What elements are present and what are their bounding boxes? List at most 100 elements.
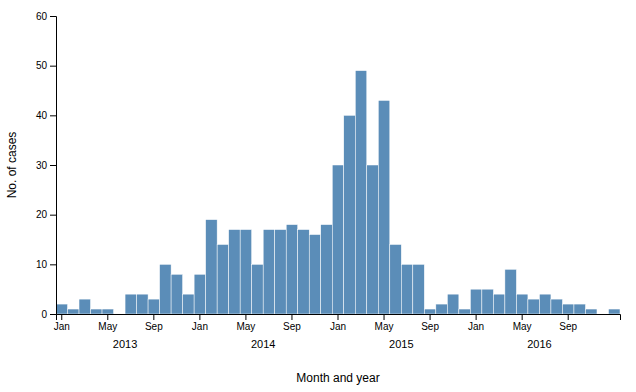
plot: JanMaySepJanMaySepJanMaySepJanMaySep0102…: [36, 11, 621, 350]
bar: [240, 230, 252, 314]
bar: [413, 264, 425, 314]
bars: [56, 71, 620, 314]
bar: [470, 289, 482, 314]
x-tick-mark: [61, 314, 62, 320]
x-tick-mark: [153, 314, 154, 320]
annotation: 2013: [113, 338, 137, 350]
bar: [424, 309, 436, 314]
bar: [332, 165, 344, 314]
x-tick: Sep: [145, 314, 163, 332]
bar: [585, 309, 597, 314]
bar: [459, 309, 471, 314]
x-axis-title: Month and year: [296, 371, 379, 385]
bar: [217, 244, 229, 314]
y-tick: 40: [36, 110, 56, 121]
bar: [505, 269, 517, 314]
bar: [114, 314, 126, 315]
bar: [344, 115, 356, 314]
bar: [252, 264, 264, 314]
x-tick: Jan: [54, 314, 70, 332]
bar: [574, 304, 586, 314]
x-tick-label: Jan: [192, 321, 208, 332]
bar: [125, 294, 137, 314]
chart: JanMaySepJanMaySepJanMaySepJanMaySep0102…: [0, 0, 636, 392]
bar: [378, 100, 390, 314]
y-tick-label: 10: [36, 259, 48, 270]
bar: [436, 304, 448, 314]
x-tick-label: Jan: [468, 321, 484, 332]
bar: [148, 299, 160, 314]
x-tick-mark: [245, 314, 246, 320]
y-tick-mark: [50, 264, 56, 265]
bar: [309, 235, 321, 314]
x-tick: May: [236, 314, 255, 332]
y-tick: 20: [36, 209, 56, 220]
y-tick: 0: [41, 309, 56, 320]
x-tick-mark: [384, 314, 385, 320]
y-tick-label: 30: [36, 160, 48, 171]
bar: [183, 294, 195, 314]
bar: [206, 220, 218, 314]
x-tick-label: Jan: [330, 321, 346, 332]
bar: [447, 294, 459, 314]
bar: [102, 309, 114, 314]
x-tick: May: [375, 314, 394, 332]
x-tick-label: May: [513, 321, 532, 332]
x-tick: Jan: [330, 314, 346, 332]
bar: [229, 230, 241, 314]
x-tick: May: [98, 314, 117, 332]
x-tick-label: Sep: [421, 321, 439, 332]
x-tick-mark: [476, 314, 477, 320]
x-tick-label: Sep: [559, 321, 577, 332]
y-tick-mark: [50, 16, 56, 17]
bar: [367, 165, 379, 314]
y-axis-line: [50, 17, 57, 315]
x-tick-label: May: [98, 321, 117, 332]
bar: [79, 299, 91, 314]
x-tick: Sep: [421, 314, 439, 332]
bar: [516, 294, 528, 314]
bar: [482, 289, 494, 314]
x-axis-line: [57, 315, 621, 321]
bar: [321, 225, 333, 314]
y-tick-mark: [50, 66, 56, 67]
annotations: 2013201420152016: [113, 338, 552, 350]
x-tick: Jan: [468, 314, 484, 332]
y-axis: 0 10 20 30 40 50 60: [36, 11, 57, 320]
bar: [91, 309, 103, 314]
bar: [608, 309, 620, 314]
y-tick: 30: [36, 160, 56, 171]
y-tick-mark: [50, 314, 56, 315]
bar: [68, 309, 80, 314]
annotation: 2014: [251, 338, 275, 350]
x-tick-mark: [199, 314, 200, 320]
x-tick-mark: [568, 314, 569, 320]
bar: [275, 230, 287, 314]
bar: [286, 225, 298, 314]
bar: [539, 294, 551, 314]
x-tick-mark: [430, 314, 431, 320]
x-tick-mark: [338, 314, 339, 320]
y-tick-mark: [50, 165, 56, 166]
annotation: 2015: [389, 338, 413, 350]
y-tick-label: 50: [36, 60, 48, 71]
bar: [298, 230, 310, 314]
y-tick: 10: [36, 259, 56, 270]
bar: [493, 294, 505, 314]
x-tick: Jan: [192, 314, 208, 332]
y-tick: 60: [36, 11, 56, 22]
bar: [390, 244, 402, 314]
x-tick-mark: [107, 314, 108, 320]
bar: [355, 71, 367, 314]
x-tick: Sep: [559, 314, 577, 332]
bar: [551, 299, 563, 314]
x-axis: JanMaySepJanMaySepJanMaySepJanMaySep: [54, 314, 621, 332]
y-tick-label: 40: [36, 110, 48, 121]
bar: [562, 304, 574, 314]
bar: [137, 294, 149, 314]
y-tick-label: 60: [36, 11, 48, 22]
y-tick-label: 0: [41, 309, 47, 320]
x-tick-label: Jan: [54, 321, 70, 332]
bar: [194, 274, 206, 314]
bar: [56, 304, 68, 314]
